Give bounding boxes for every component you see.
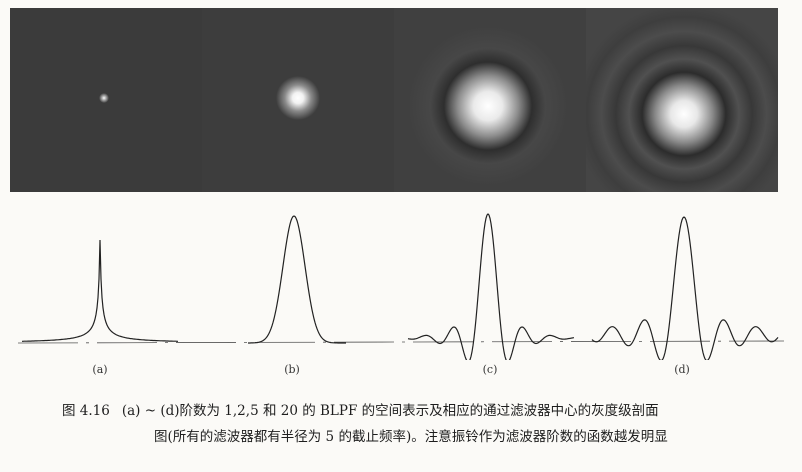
panel-label-b: (b) [284, 363, 300, 376]
spatial-image-d [586, 8, 778, 192]
panel-label-d: (d) [674, 363, 690, 376]
profile-curve-c [407, 213, 575, 360]
profile-curve-b [248, 215, 346, 344]
intensity-profiles [17, 213, 785, 360]
caption-line-1: (a) ~ (d)阶数为 1,2,5 和 20 的 BLPF 的空间表示及相应的… [121, 403, 659, 419]
profile-curve-a [22, 239, 178, 342]
caption-line-2: 图(所有的滤波器都有半径为 5 的截止频率)。注意振铃作为滤波器阶数的函数越发明… [154, 429, 668, 445]
profile-baseline [17, 340, 785, 344]
spatial-image-c [394, 8, 586, 192]
panel-label-c: (c) [482, 363, 498, 376]
panel-label-a: (a) [92, 363, 108, 376]
figure-number: 图 4.16 [62, 403, 110, 419]
profile-curve-d [591, 216, 779, 360]
spatial-image-b [202, 8, 394, 192]
spatial-image-a [10, 8, 202, 192]
